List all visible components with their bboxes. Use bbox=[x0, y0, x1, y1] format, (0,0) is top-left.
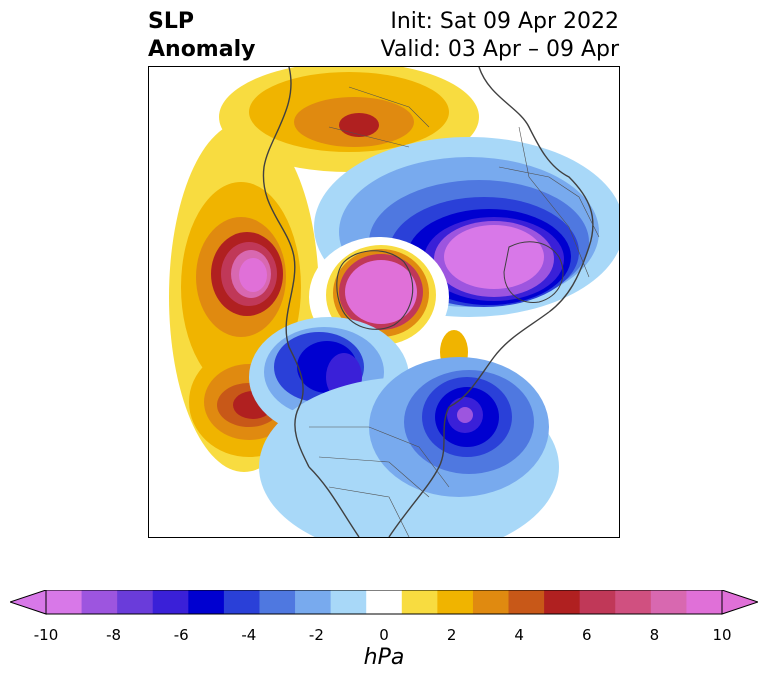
colorbar-high-extension bbox=[721, 590, 758, 615]
colorbar-tick-label: -6 bbox=[173, 626, 189, 644]
colorbar-tick-label: 2 bbox=[446, 626, 457, 644]
colorbar-tick-label: -10 bbox=[33, 626, 59, 644]
map-title: SLP Anomaly bbox=[148, 8, 255, 64]
negative-anomaly-north-america bbox=[259, 357, 559, 537]
slp-anomaly-map bbox=[149, 67, 619, 537]
colorbar-tick-label: -2 bbox=[308, 626, 324, 644]
colorbar-segment bbox=[508, 590, 545, 614]
colorbar-segment bbox=[579, 590, 616, 614]
colorbar-segment bbox=[259, 590, 296, 614]
colorbar-low-extension bbox=[10, 590, 47, 615]
colorbar-segment bbox=[295, 590, 332, 614]
colorbar-outline bbox=[45, 590, 723, 615]
colorbar-segment bbox=[686, 590, 723, 614]
title-variable: SLP bbox=[148, 9, 194, 34]
negative-anomaly-eurasia bbox=[314, 137, 619, 317]
colorbar-segment bbox=[401, 590, 438, 614]
colorbar-segment bbox=[615, 590, 652, 614]
colorbar-segment bbox=[650, 590, 687, 614]
colorbar-segment bbox=[223, 590, 260, 614]
colorbar-tick-label: -8 bbox=[106, 626, 122, 644]
valid-range: Valid: 03 Apr – 09 Apr bbox=[380, 37, 620, 62]
colorbar-segment bbox=[46, 590, 83, 614]
colorbar-segment bbox=[117, 590, 154, 614]
positive-anomaly-arctic bbox=[309, 237, 468, 374]
colorbar-tick-label: 10 bbox=[712, 626, 732, 644]
colorbar-tick-label: 6 bbox=[582, 626, 592, 644]
colorbar-tick-label: -4 bbox=[241, 626, 257, 644]
coastlines bbox=[262, 67, 594, 537]
colorbar-unit-label: hPa bbox=[363, 645, 405, 670]
colorbar-segment bbox=[81, 590, 118, 614]
colorbar-segment bbox=[437, 590, 474, 614]
political-borders bbox=[309, 86, 600, 537]
colorbar-segment bbox=[544, 590, 581, 614]
colorbar-tick-label: 4 bbox=[514, 626, 524, 644]
colorbar-tick-label: 8 bbox=[649, 626, 660, 644]
title-variable-sub: Anomaly bbox=[148, 37, 256, 62]
colorbar-segment bbox=[366, 590, 403, 614]
init-date: Init: Sat 09 Apr 2022 bbox=[390, 9, 619, 34]
map-panel bbox=[148, 66, 620, 538]
colorbar-tick-label: 0 bbox=[379, 626, 389, 644]
map-dates: Init: Sat 09 Apr 2022 Valid: 03 Apr – 09… bbox=[381, 8, 620, 64]
colorbar-segment bbox=[330, 590, 367, 614]
colorbar bbox=[10, 590, 758, 615]
colorbar-segment bbox=[188, 590, 225, 614]
colorbar-segment bbox=[152, 590, 189, 614]
colorbar-segment bbox=[472, 590, 510, 614]
